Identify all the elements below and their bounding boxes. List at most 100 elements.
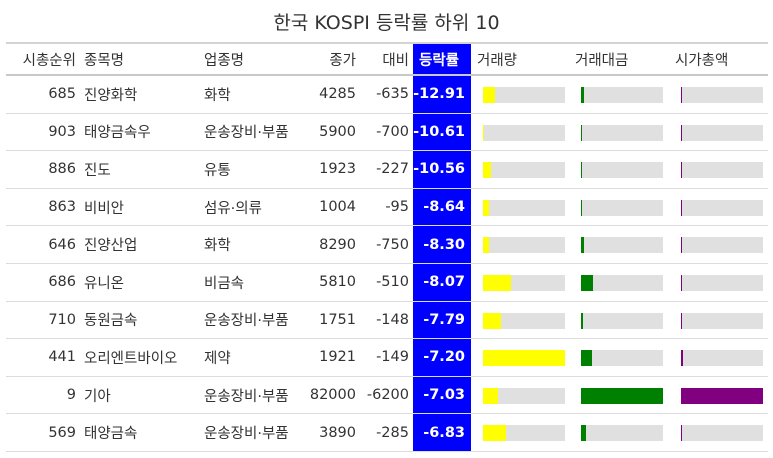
rank-cell: 886 — [48, 161, 76, 178]
header-amount[interactable]: 거래대금 — [575, 52, 629, 69]
amount-bar-track — [581, 387, 663, 404]
table-row[interactable]: 903 태양금속우 운송장비·부품 5900 -700 -10.61 — [6, 113, 768, 152]
market-cap-bar-track — [681, 199, 763, 216]
change-rate-cell: -6.83 — [413, 414, 471, 451]
amount-bar-track — [581, 199, 663, 216]
industry-cell: 유통 — [204, 162, 231, 179]
table-row[interactable]: 441 오리엔트바이오 제약 1921 -149 -7.20 — [6, 339, 768, 377]
volume-bar-track — [483, 425, 565, 442]
volume-bar-track — [483, 124, 565, 141]
amount-bar — [581, 312, 584, 329]
amount-bar-track — [581, 162, 663, 179]
market-cap-bar-track — [681, 162, 763, 179]
volume-bar — [483, 274, 511, 291]
stock-name-cell: 비비안 — [84, 200, 125, 217]
close-price-cell: 3890 — [319, 424, 356, 441]
close-price-cell: 5900 — [319, 123, 356, 140]
amount-bar — [581, 237, 585, 254]
header-close[interactable]: 종가 — [329, 52, 356, 69]
change-rate-cell: -8.30 — [413, 226, 471, 263]
rank-cell: 569 — [48, 424, 76, 441]
volume-bar-track — [483, 199, 565, 216]
table-row[interactable]: 685 진양화학 화학 4285 -635 -12.91 — [6, 76, 768, 114]
close-price-cell: 1004 — [319, 199, 356, 216]
amount-bar — [581, 199, 583, 216]
amount-bar-track — [581, 124, 663, 141]
amount-bar-track — [581, 425, 663, 442]
market-cap-bar-track — [681, 124, 763, 141]
amount-bar-track — [581, 237, 663, 254]
header-industry[interactable]: 업종명 — [204, 52, 245, 69]
market-cap-bar-track — [681, 274, 763, 291]
market-cap-bar — [681, 350, 683, 367]
amount-bar-track — [581, 312, 663, 329]
amount-bar — [581, 425, 586, 442]
rank-cell: 9 — [66, 387, 76, 404]
stock-name-cell: 태양금속 — [84, 426, 138, 443]
volume-bar-track — [483, 162, 565, 179]
price-diff-cell: -510 — [376, 274, 409, 291]
table-row[interactable]: 863 비비안 섬유·의류 1004 -95 -8.64 — [6, 188, 768, 227]
header-name[interactable]: 종목명 — [84, 52, 125, 69]
stock-name-cell: 기아 — [84, 388, 111, 405]
amount-bar — [581, 274, 594, 291]
price-diff-cell: -227 — [376, 161, 409, 178]
volume-bar-track — [483, 312, 565, 329]
change-rate-cell: -12.91 — [413, 76, 471, 113]
market-cap-bar-track — [681, 87, 763, 103]
stock-name-cell: 동원금속 — [84, 313, 138, 330]
amount-bar-track — [581, 87, 663, 103]
price-diff-cell: -95 — [385, 199, 409, 216]
amount-bar — [581, 124, 583, 141]
industry-cell: 비금속 — [204, 275, 245, 292]
amount-bar — [581, 87, 585, 103]
volume-bar-track — [483, 237, 565, 254]
market-cap-bar — [681, 87, 683, 103]
volume-bar-track — [483, 350, 565, 367]
market-cap-bar — [681, 274, 683, 291]
industry-cell: 운송장비·부품 — [204, 125, 289, 142]
header-diff[interactable]: 대비 — [382, 52, 409, 69]
volume-bar-track — [483, 274, 565, 291]
table-row[interactable]: 646 진양산업 화학 8290 -750 -8.30 — [6, 226, 768, 264]
table-row[interactable]: 686 유니온 비금속 5810 -510 -8.07 — [6, 263, 768, 302]
close-price-cell: 1751 — [319, 311, 356, 328]
rank-cell: 646 — [48, 236, 76, 253]
change-rate-cell: -7.79 — [413, 301, 471, 339]
price-diff-cell: -285 — [376, 424, 409, 441]
close-price-cell: 1923 — [319, 161, 356, 178]
stock-name-cell: 진도 — [84, 162, 111, 179]
industry-cell: 섬유·의류 — [204, 200, 262, 217]
amount-bar — [581, 350, 593, 367]
ranking-table: 시총순위 종목명 업종명 종가 대비 등락률 거래량 거래대금 시가총액 685… — [6, 42, 768, 452]
market-cap-bar-track — [681, 425, 763, 442]
price-diff-cell: -149 — [376, 349, 409, 366]
table-row[interactable]: 569 태양금속 운송장비·부품 3890 -285 -6.83 — [6, 414, 768, 452]
stock-name-cell: 진양화학 — [84, 87, 138, 104]
stock-name-cell: 진양산업 — [84, 238, 138, 255]
change-rate-cell: -8.07 — [413, 263, 471, 301]
header-cap[interactable]: 시가총액 — [675, 52, 729, 69]
market-cap-bar-track — [681, 312, 763, 329]
change-rate-cell: -10.61 — [413, 113, 471, 151]
price-diff-cell: -148 — [376, 311, 409, 328]
volume-bar — [483, 312, 502, 329]
header-rate[interactable]: 등락률 — [413, 44, 471, 74]
table-row[interactable]: 886 진도 유통 1923 -227 -10.56 — [6, 151, 768, 189]
table-row[interactable]: 9 기아 운송장비·부품 82000 -6200 -7.03 — [6, 376, 768, 415]
rank-cell: 441 — [48, 349, 76, 366]
volume-bar — [483, 350, 565, 367]
industry-cell: 화학 — [204, 238, 231, 255]
volume-bar-track — [483, 87, 565, 103]
stock-name-cell: 유니온 — [84, 275, 125, 292]
change-rate-cell: -8.64 — [413, 188, 471, 226]
rank-cell: 685 — [48, 86, 76, 103]
close-price-cell: 4285 — [319, 86, 356, 103]
table-row[interactable]: 710 동원금속 운송장비·부품 1751 -148 -7.79 — [6, 301, 768, 340]
volume-bar — [483, 199, 489, 216]
rank-cell: 903 — [48, 123, 76, 140]
table-body: 685 진양화학 화학 4285 -635 -12.91 903 태양금속우 운송장비·부품 59… — [6, 76, 768, 452]
header-rank[interactable]: 시총순위 — [22, 52, 76, 69]
header-volume[interactable]: 거래량 — [477, 52, 518, 69]
change-rate-cell: -7.20 — [413, 339, 471, 376]
